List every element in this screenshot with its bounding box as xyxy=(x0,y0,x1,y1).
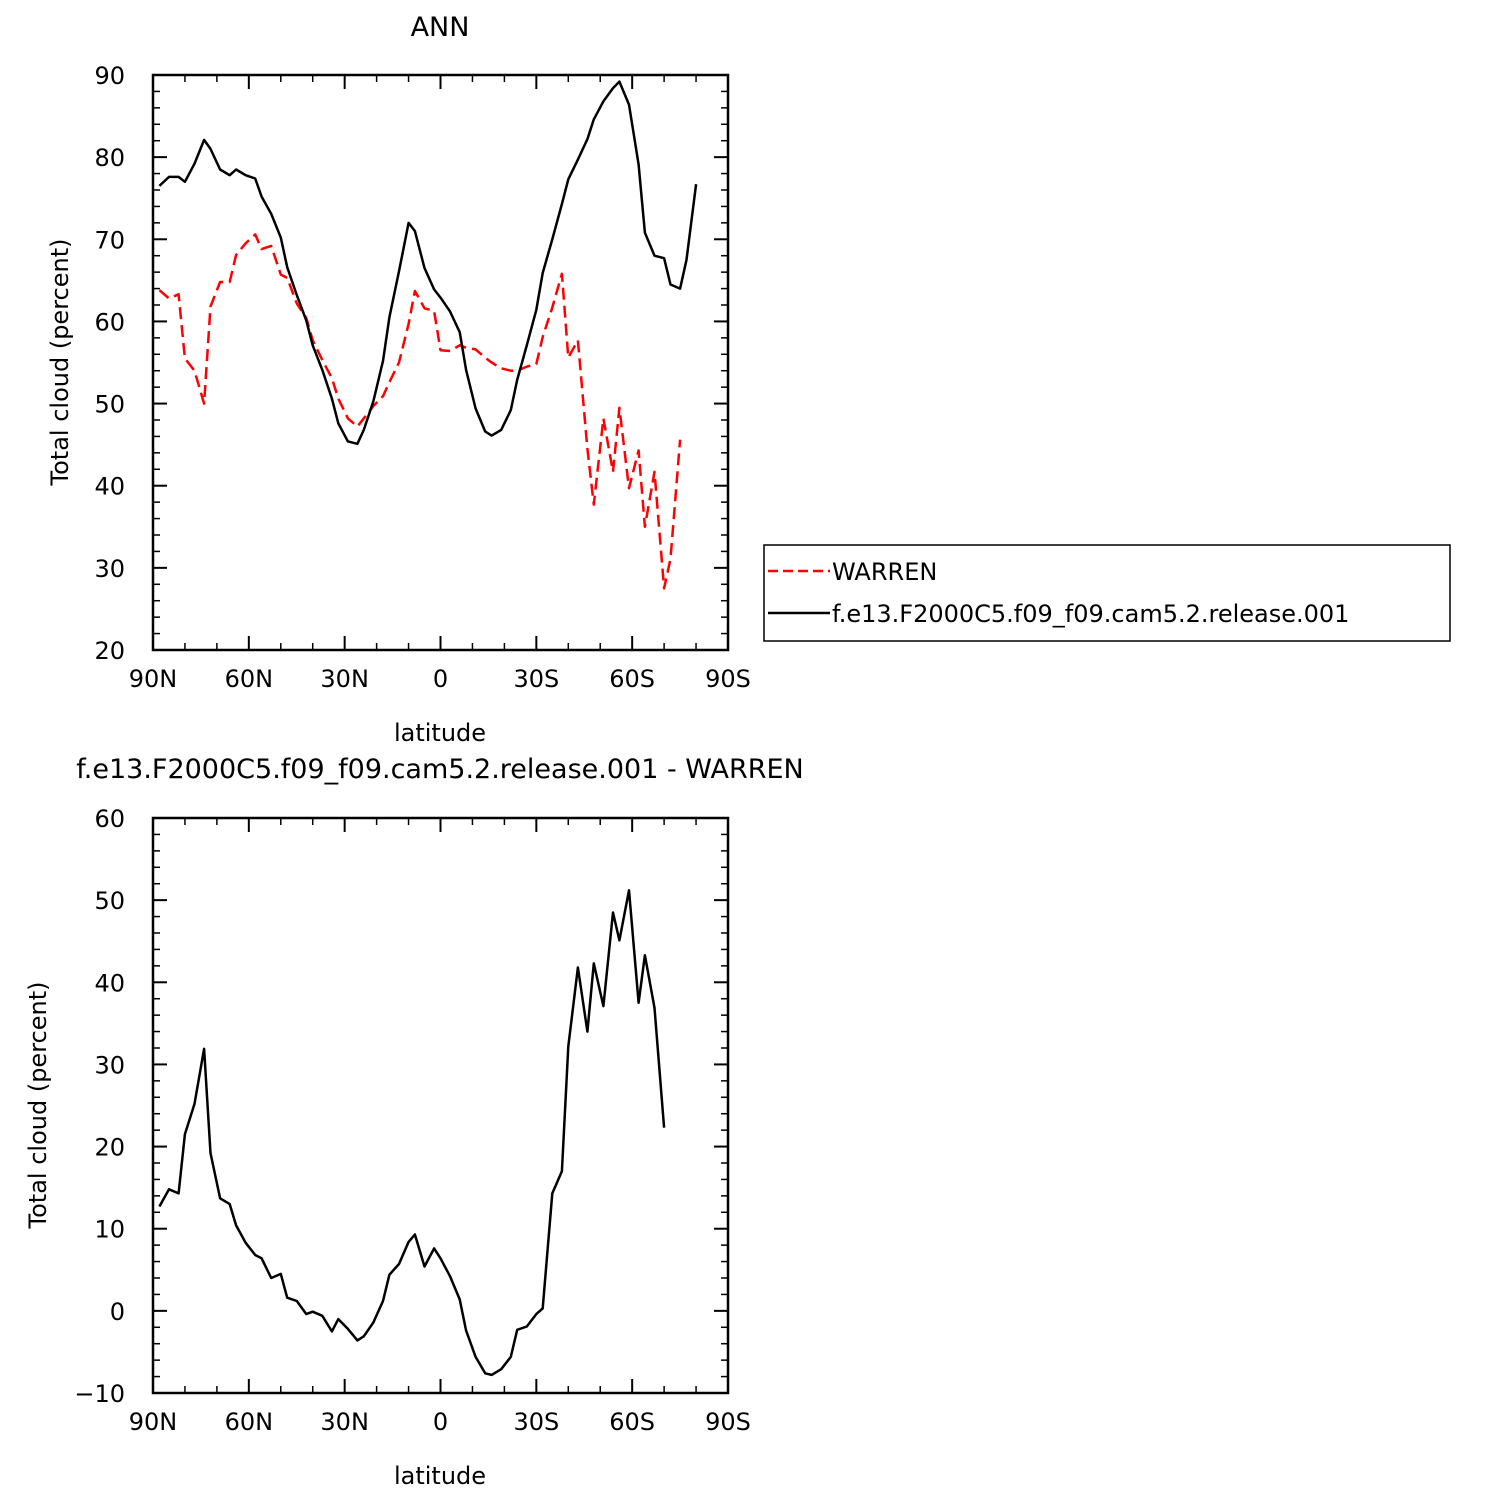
x-tick-label: 60N xyxy=(225,665,274,693)
x-tick-label: 90S xyxy=(705,665,751,693)
x-tick-label: 60S xyxy=(609,665,655,693)
y-tick-label: 30 xyxy=(94,555,125,583)
legend-label-model: f.e13.F2000C5.f09_f09.cam5.2.release.001 xyxy=(832,600,1349,628)
x-tick-label: 30S xyxy=(513,1408,559,1436)
y-tick-label: 70 xyxy=(94,226,125,254)
x-axis-ticks: 90N 60N 30N 0 30S 60S 90S xyxy=(129,75,751,693)
plot-frame xyxy=(151,73,730,652)
x-tick-label: 90N xyxy=(129,1408,178,1436)
y-tick-label: 80 xyxy=(94,144,125,172)
x-axis-title: latitude xyxy=(394,719,486,747)
y-axis-ticks: −10 0 10 20 30 40 50 60 xyxy=(74,805,728,1408)
x-tick-label: 90S xyxy=(705,1408,751,1436)
panel-title: ANN xyxy=(411,12,470,43)
series-line-f-e13-f2000c5-f09-f09-cam5-2-release-001 xyxy=(158,80,698,446)
y-axis-title: Total cloud (percent) xyxy=(46,239,74,487)
x-tick-label: 0 xyxy=(433,1408,448,1436)
series-lines xyxy=(158,80,698,590)
y-tick-label: 50 xyxy=(94,391,125,419)
y-tick-label: 30 xyxy=(94,1051,125,1079)
x-tick-label: 30N xyxy=(320,1408,369,1436)
y-tick-label: 40 xyxy=(94,473,125,501)
y-tick-label: 50 xyxy=(94,887,125,915)
y-tick-label: 60 xyxy=(94,308,125,336)
y-tick-label: 10 xyxy=(94,1216,125,1244)
legend: WARREN f.e13.F2000C5.f09_f09.cam5.2.rele… xyxy=(763,544,1451,642)
series-line-difference xyxy=(158,889,666,1377)
x-axis-title: latitude xyxy=(394,1462,486,1490)
y-axis-title: Total cloud (percent) xyxy=(24,982,52,1230)
y-axis-ticks: 20 30 40 50 60 70 80 90 xyxy=(94,62,728,665)
panel-title: f.e13.F2000C5.f09_f09.cam5.2.release.001… xyxy=(76,754,804,785)
y-tick-label: 20 xyxy=(94,637,125,665)
x-tick-label: 30N xyxy=(320,665,369,693)
y-tick-label: 40 xyxy=(94,969,125,997)
legend-label-warren: WARREN xyxy=(832,558,937,586)
x-tick-label: 60S xyxy=(609,1408,655,1436)
series-line-warren xyxy=(158,233,682,590)
y-tick-label: 60 xyxy=(94,805,125,833)
y-tick-label: 20 xyxy=(94,1134,125,1162)
y-tick-label: 90 xyxy=(94,62,125,90)
x-axis-ticks: 90N 60N 30N 0 30S 60S 90S xyxy=(129,818,751,1436)
y-tick-label: −10 xyxy=(74,1380,125,1408)
series-lines xyxy=(158,889,666,1377)
plot-frame xyxy=(151,816,730,1395)
legend-box xyxy=(763,544,1451,642)
x-tick-label: 30S xyxy=(513,665,559,693)
y-tick-label: 0 xyxy=(110,1298,125,1326)
annual-cloud-panel: ANN 20 30 40 50 60 70 80 90 90N 60N 30N 0 30S 60S 90S… xyxy=(46,12,1451,747)
x-tick-label: 90N xyxy=(129,665,178,693)
x-tick-label: 0 xyxy=(433,665,448,693)
x-tick-label: 60N xyxy=(225,1408,274,1436)
difference-panel: f.e13.F2000C5.f09_f09.cam5.2.release.001… xyxy=(24,754,804,1490)
